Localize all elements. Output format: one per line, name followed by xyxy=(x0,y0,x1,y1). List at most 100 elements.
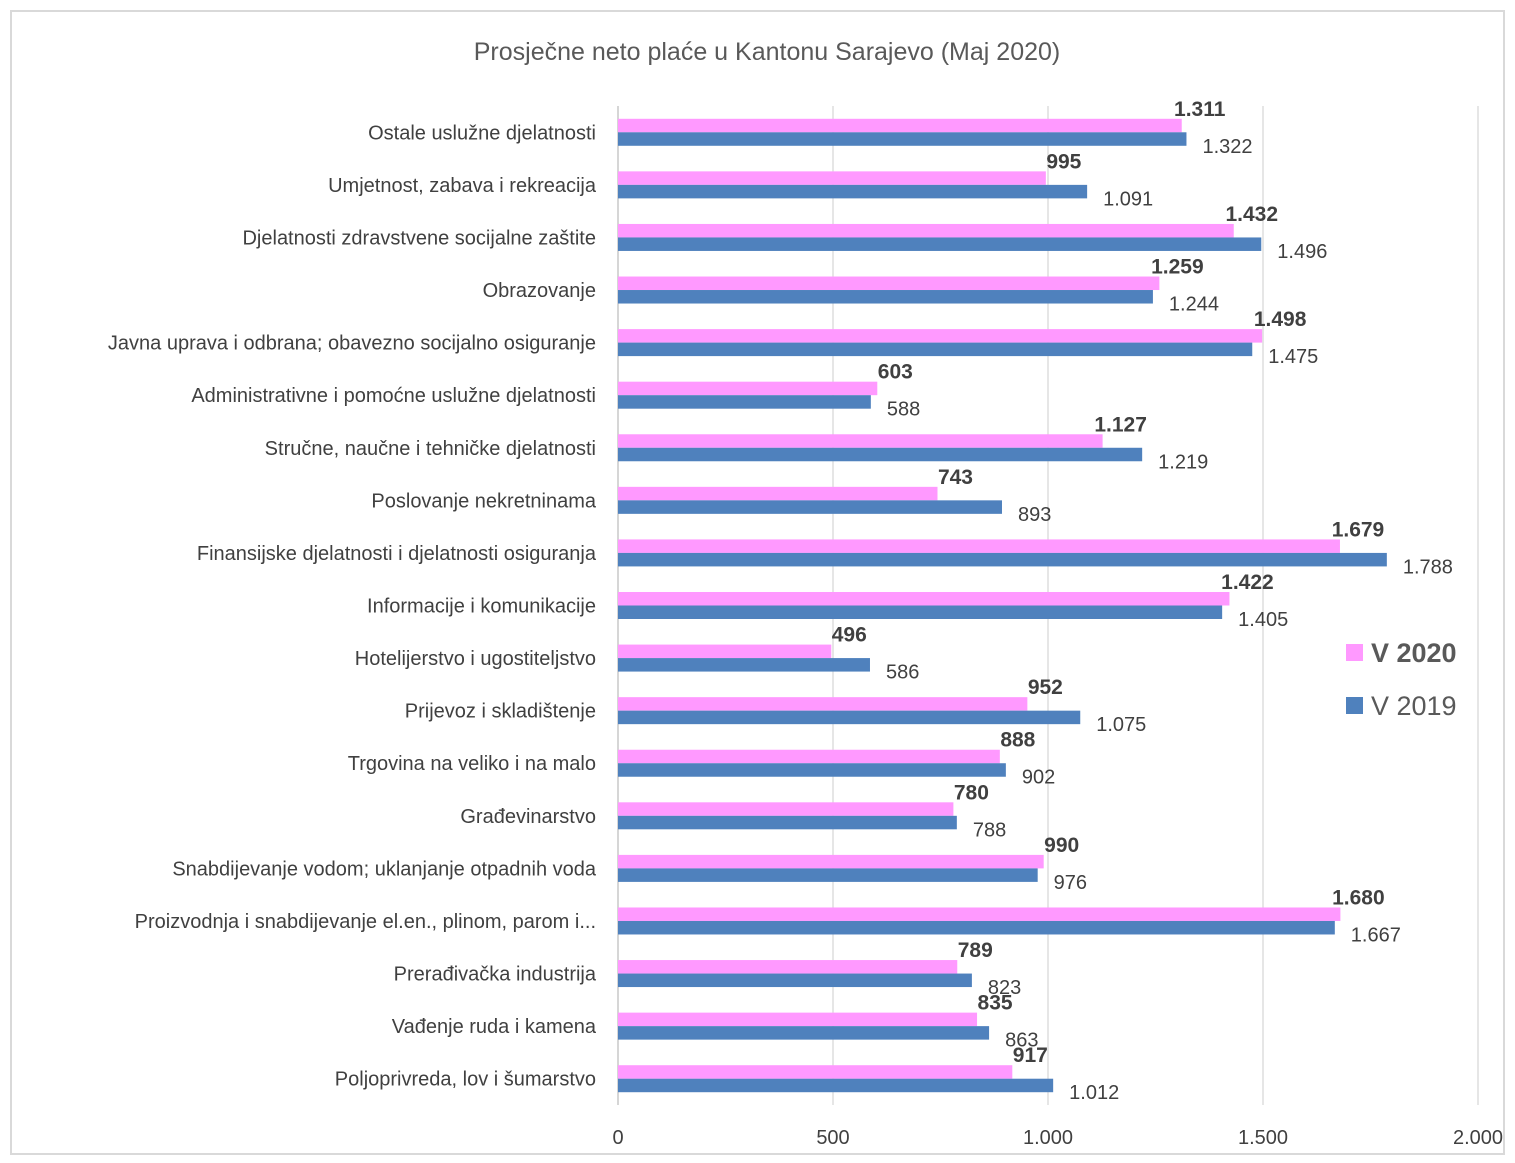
x-tick-label: 1.000 xyxy=(1023,1127,1073,1149)
data-label-2020: 603 xyxy=(878,361,913,384)
data-label-2020: 780 xyxy=(954,781,989,804)
category-label: Vađenje ruda i kamena xyxy=(392,1016,597,1038)
data-label-2019: 1.322 xyxy=(1202,136,1252,158)
bar-2020 xyxy=(618,171,1046,185)
bar-2020 xyxy=(618,592,1230,606)
category-label: Stručne, naučne i tehničke djelatnosti xyxy=(265,438,596,460)
data-label-2020: 1.422 xyxy=(1221,571,1274,594)
bar-2019 xyxy=(618,868,1038,882)
legend-item-2019-label: V 2019 xyxy=(1371,691,1457,721)
bar-2019 xyxy=(618,552,1387,567)
bar-2020 xyxy=(618,802,954,816)
bar-2020 xyxy=(618,644,832,659)
category-label: Javna uprava i odbrana; obavezno socijal… xyxy=(108,333,596,355)
bar-2019 xyxy=(618,763,1006,777)
category-label: Prerađivačka industrija xyxy=(394,964,597,986)
bar-2020 xyxy=(618,960,958,974)
data-label-2020: 1.127 xyxy=(1094,413,1147,436)
chart-title: Prosječne neto plaće u Kantonu Sarajevo … xyxy=(474,38,1060,66)
category-label: Ostale uslužne djelatnosti xyxy=(368,122,596,144)
data-label-2019: 893 xyxy=(1018,504,1051,526)
category-label: Proizvodnja i snabdijevanje el.en., plin… xyxy=(135,911,596,933)
bar-2019 xyxy=(618,237,1262,251)
data-label-2019: 1.496 xyxy=(1277,241,1327,263)
x-tick-label: 1.500 xyxy=(1238,1127,1288,1149)
legend: V 2020 V 2019 xyxy=(1346,638,1457,721)
x-axis-ticks: 0 500 1.000 1.500 2.000 xyxy=(612,1127,1503,1149)
bar-2020 xyxy=(618,1065,1013,1079)
bar-2019 xyxy=(618,658,870,672)
x-tick-label: 500 xyxy=(816,1127,849,1149)
legend-item-2020-label: V 2020 xyxy=(1371,638,1457,668)
data-label-2020: 952 xyxy=(1028,676,1063,699)
data-label-2020: 995 xyxy=(1046,150,1081,173)
data-label-2020: 1.432 xyxy=(1225,203,1278,226)
legend-item-2020-swatch xyxy=(1346,644,1363,661)
x-tick-label: 2.000 xyxy=(1453,1127,1503,1149)
bar-2019 xyxy=(618,1078,1054,1093)
data-label-2019: 1.788 xyxy=(1403,556,1453,578)
data-label-2019: 588 xyxy=(887,399,920,421)
data-label-2019: 1.667 xyxy=(1351,924,1401,946)
category-label: Finansijske djelatnosti i djelatnosti os… xyxy=(197,543,597,565)
bar-2020 xyxy=(618,854,1044,869)
data-label-2019: 1.091 xyxy=(1103,188,1153,210)
category-label: Trgovina na veliko i na malo xyxy=(348,753,596,775)
category-label: Poslovanje nekretninama xyxy=(371,490,596,512)
bar-2020 xyxy=(618,276,1160,291)
bar-2020 xyxy=(618,118,1182,133)
bar-2020 xyxy=(618,697,1028,711)
bar-2020 xyxy=(618,486,938,501)
data-label-2020: 1.259 xyxy=(1151,256,1204,279)
bar-2020 xyxy=(618,749,1000,764)
data-label-2020: 1.679 xyxy=(1332,518,1385,541)
bar-2019 xyxy=(618,132,1187,146)
bar-2019 xyxy=(618,447,1143,462)
data-label-2020: 835 xyxy=(978,992,1013,1015)
bar-2019 xyxy=(618,710,1081,725)
bar-2020 xyxy=(618,907,1341,921)
data-label-2019: 1.219 xyxy=(1158,451,1208,473)
bar-2019 xyxy=(618,1026,990,1040)
bar-2020 xyxy=(618,329,1263,343)
bar-2020 xyxy=(618,1012,978,1027)
category-label: Hotelijerstvo i ugostiteljstvo xyxy=(355,648,596,670)
legend-item-2019-swatch xyxy=(1346,697,1363,714)
bar-2020 xyxy=(618,381,878,396)
bar-2019 xyxy=(618,342,1253,357)
bar-2020 xyxy=(618,223,1234,238)
category-label: Građevinarstvo xyxy=(460,806,596,828)
bars xyxy=(618,118,1387,1093)
data-label-2020: 990 xyxy=(1044,834,1079,857)
category-label: Obrazovanje xyxy=(483,280,596,302)
data-label-2019: 1.244 xyxy=(1169,294,1219,316)
data-label-2019: 863 xyxy=(1005,1030,1038,1052)
category-label: Poljoprivreda, lov i šumarstvo xyxy=(335,1069,596,1091)
data-label-2020: 789 xyxy=(958,939,993,962)
data-label-2020: 496 xyxy=(832,624,867,647)
data-label-2019: 823 xyxy=(988,977,1021,999)
x-tick-label: 0 xyxy=(612,1127,623,1149)
category-label: Umjetnost, zabava i rekreacija xyxy=(328,175,597,197)
category-label: Informacije i komunikacije xyxy=(367,596,596,618)
data-label-2020: 1.680 xyxy=(1332,886,1385,909)
bar-2019 xyxy=(618,500,1002,514)
data-label-2019: 1.405 xyxy=(1238,609,1288,631)
bar-2020 xyxy=(618,539,1340,553)
data-label-2020: 743 xyxy=(938,466,973,489)
data-label-2019: 586 xyxy=(886,662,919,684)
bar-2019 xyxy=(618,973,972,988)
bar-2019 xyxy=(618,815,957,830)
data-label-2019: 976 xyxy=(1054,872,1087,894)
data-labels: 1.311 1.322 995 1.091 1.432 1.496 1.259 1.244 1.… xyxy=(832,98,1453,1104)
data-label-2019: 1.475 xyxy=(1268,346,1318,368)
bar-2019 xyxy=(618,290,1153,304)
category-label: Djelatnosti zdravstvene socijalne zaštit… xyxy=(242,227,596,249)
data-label-2019: 902 xyxy=(1022,767,1055,789)
category-labels: Ostale uslužne djelatnosti Umjetnost, zab… xyxy=(108,122,597,1090)
data-label-2019: 1.012 xyxy=(1069,1082,1119,1104)
data-label-2020: 1.498 xyxy=(1254,308,1307,331)
data-label-2020: 917 xyxy=(1013,1044,1048,1067)
bar-2019 xyxy=(618,920,1335,935)
